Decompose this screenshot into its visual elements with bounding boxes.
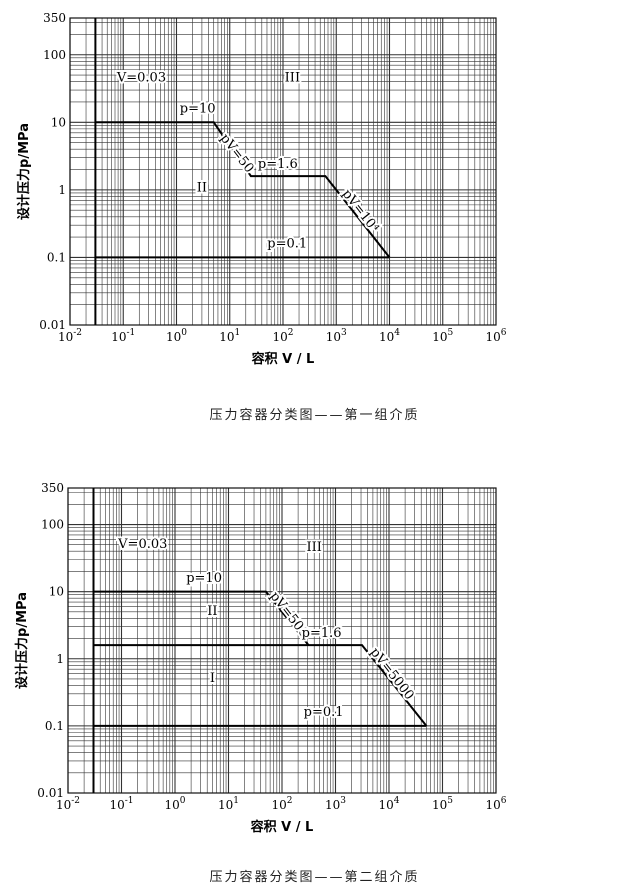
plot-frame: [67, 487, 497, 794]
x-tick-label: 106: [485, 328, 506, 344]
x-tick-label: 104: [378, 796, 399, 812]
plot-frame: [69, 17, 497, 326]
x-tick-label: 100: [166, 328, 187, 344]
y-tick-label: 350: [43, 11, 66, 25]
x-axis-label: 容积 V / L: [251, 351, 315, 367]
caption-group-1: 压力容器分类图——第一组介质: [209, 408, 420, 423]
y-tick-label: 100: [41, 518, 64, 532]
annotation-label: III: [307, 540, 322, 555]
annotation-label: II: [207, 604, 217, 619]
annotation-label: p=10: [180, 101, 216, 116]
y-tick-label: 10: [49, 585, 64, 599]
x-tick-label: 101: [219, 328, 240, 344]
annotation-label: pV=5000: [367, 645, 417, 703]
annotation-label: p=10: [186, 571, 222, 586]
caption-group-2: 压力容器分类图——第二组介质: [209, 870, 420, 885]
y-tick-label: 0.01: [37, 786, 64, 800]
grid: [69, 18, 496, 326]
x-tick-label: 101: [218, 796, 239, 812]
x-tick-label: 100: [164, 796, 185, 812]
y-tick-label: 100: [43, 48, 66, 62]
annotation-label: p=1.6: [258, 157, 298, 172]
y-tick-label: 10: [51, 115, 66, 129]
x-tick-label: 104: [379, 328, 400, 344]
annotation-label: p=0.1: [304, 705, 344, 720]
y-tick-label: 0.01: [39, 318, 66, 332]
annotation-label: p=0.1: [267, 237, 307, 252]
y-tick-label: 0.1: [47, 250, 66, 264]
x-tick-label: 10-2: [58, 328, 82, 344]
boundary-line: [93, 644, 428, 727]
annotation-label: V=0.03: [117, 537, 167, 552]
grid: [67, 488, 496, 794]
x-tick-label: 102: [271, 796, 292, 812]
boundary-line: [95, 121, 391, 259]
x-axis-label: 容积 V / L: [250, 819, 314, 835]
annotation-label: III: [285, 71, 300, 86]
x-tick-label: 105: [432, 796, 453, 812]
annotation-label: I: [210, 671, 215, 686]
annotation-label: p=1.6: [302, 626, 342, 641]
x-tick-label: 105: [432, 328, 453, 344]
chart-group-1: 10-2 10-1 100 101 102 103 104 105 106 0.01 0.1 1 10 1…: [16, 11, 507, 367]
boundary-line: [93, 590, 310, 646]
x-tick-label: 102: [272, 328, 293, 344]
x-tick-label: 10-1: [109, 796, 133, 812]
x-tick-label: 10-2: [56, 796, 80, 812]
y-tick-label: 0.1: [45, 719, 64, 733]
y-axis-label: 设计压力p/MPa: [16, 123, 32, 220]
annotation-label: V=0.03: [116, 71, 166, 86]
annotation-label: II: [197, 180, 207, 195]
x-tick-label: 103: [326, 328, 347, 344]
x-tick-label: 103: [325, 796, 346, 812]
y-axis-label: 设计压力p/MPa: [14, 592, 30, 689]
x-tick-label: 10-1: [111, 328, 135, 344]
y-tick-label: 350: [41, 481, 64, 495]
y-tick-label: 1: [56, 652, 64, 666]
x-tick-label: 106: [485, 796, 506, 812]
y-tick-label: 1: [58, 183, 66, 197]
